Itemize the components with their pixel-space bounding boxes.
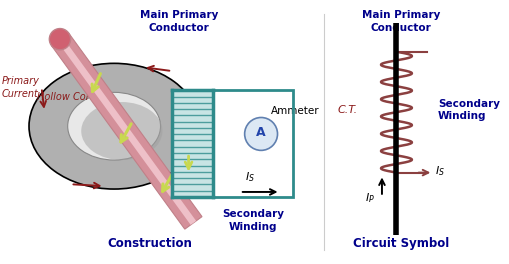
- Polygon shape: [57, 37, 196, 225]
- Text: Secondary
Winding: Secondary Winding: [437, 98, 499, 121]
- Polygon shape: [172, 90, 212, 197]
- Text: $I_S$: $I_S$: [244, 171, 254, 184]
- Polygon shape: [51, 33, 202, 229]
- Text: Ammeter: Ammeter: [270, 106, 319, 116]
- Text: Hollow Core: Hollow Core: [37, 92, 95, 102]
- Circle shape: [49, 29, 70, 50]
- Ellipse shape: [68, 92, 160, 160]
- Text: Circuit Symbol: Circuit Symbol: [353, 237, 448, 250]
- Text: Main Primary
Conductor: Main Primary Conductor: [139, 10, 218, 32]
- Text: Construction: Construction: [107, 237, 192, 250]
- Ellipse shape: [29, 63, 199, 189]
- Text: $I_S$: $I_S$: [434, 164, 444, 178]
- Text: Secondary
Winding: Secondary Winding: [222, 209, 284, 232]
- Text: $I_P$: $I_P$: [364, 191, 375, 205]
- Text: $I_P$: $I_P$: [71, 62, 81, 76]
- Ellipse shape: [81, 102, 162, 160]
- Text: A: A: [256, 126, 265, 139]
- Circle shape: [244, 117, 277, 150]
- Text: Primary
Current: Primary Current: [2, 76, 40, 99]
- Text: Main Primary
Conductor: Main Primary Conductor: [361, 10, 440, 32]
- Text: C.T.: C.T.: [337, 105, 357, 115]
